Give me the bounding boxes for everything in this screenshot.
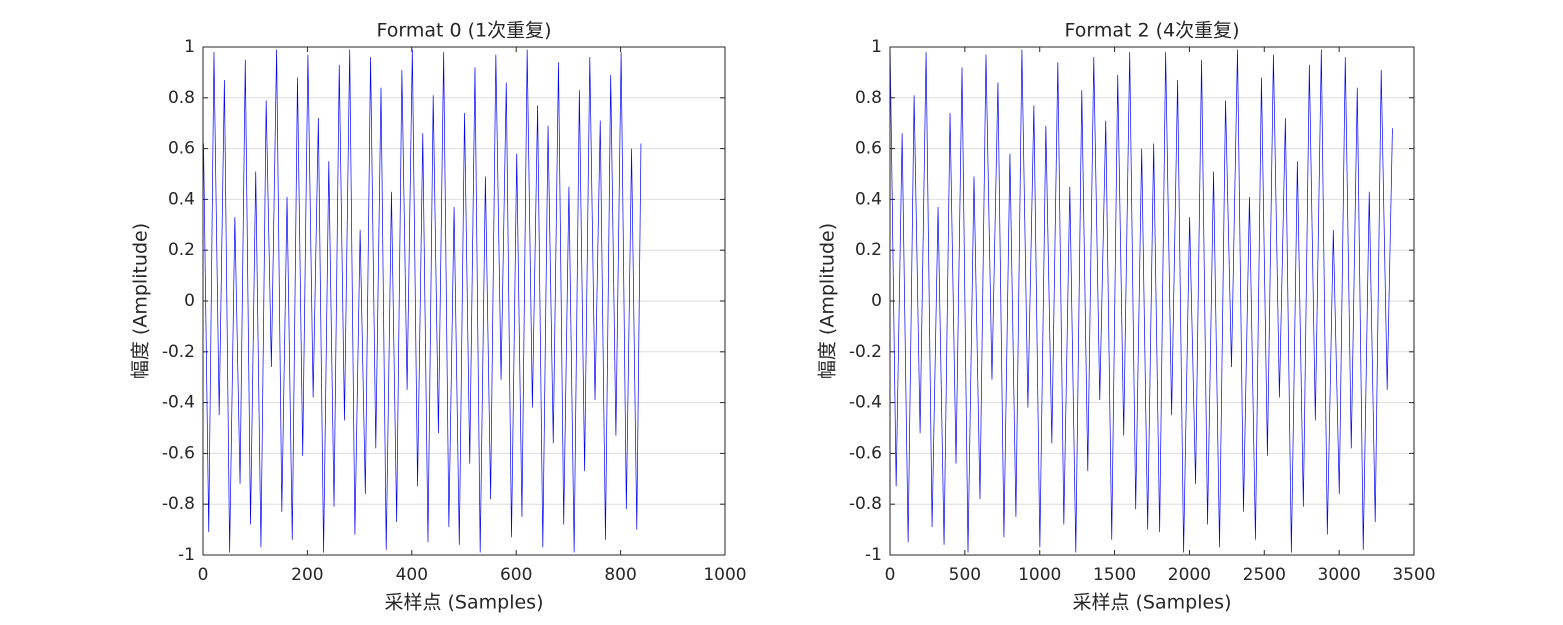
x-tick-label: 800	[604, 565, 636, 585]
y-tick-label: 0.6	[168, 139, 195, 159]
y-axis-label: 幅度 (Amplitude)	[130, 223, 152, 379]
y-tick-label: 0.2	[168, 240, 195, 260]
y-tick-label: 1	[184, 37, 195, 57]
y-tick-label: 0.4	[168, 189, 195, 209]
x-tick-label: 0	[198, 565, 209, 585]
x-tick-label: 200	[291, 565, 323, 585]
y-tick-label: -1	[865, 545, 882, 565]
y-tick-label: 1	[871, 37, 882, 57]
y-tick-label: 0.4	[855, 189, 882, 209]
x-tick-label: 400	[396, 565, 428, 585]
y-tick-label: -0.2	[162, 342, 195, 362]
y-tick-label: -0.8	[162, 494, 195, 514]
y-tick-label: 0.2	[855, 240, 882, 260]
y-tick-label: 0	[184, 291, 195, 311]
y-tick-label: -0.4	[162, 393, 195, 413]
signal-line	[889, 49, 1393, 553]
x-tick-label: 500	[949, 565, 981, 585]
y-tick-label: 0.8	[168, 88, 195, 108]
y-tick-label: -1	[178, 545, 195, 565]
x-tick-label: 2000	[1168, 565, 1211, 585]
axes-box	[889, 46, 1415, 556]
y-tick-label: 0.8	[855, 88, 882, 108]
y-tick-label: -0.6	[162, 443, 195, 463]
x-tick-label: 1000	[1018, 565, 1061, 585]
signal-line	[203, 49, 642, 553]
x-tick-label: 0	[885, 565, 896, 585]
x-tick-label: 600	[500, 565, 532, 585]
chart-title: Format 0 (1次重复)	[376, 20, 551, 42]
y-axis-label: 幅度 (Amplitude)	[817, 223, 839, 379]
x-axis-label: 采样点 (Samples)	[1072, 592, 1231, 614]
y-tick-label: 0.6	[855, 139, 882, 159]
x-tick-label: 3000	[1318, 565, 1361, 585]
y-tick-label: 0	[871, 291, 882, 311]
y-tick-label: -0.2	[849, 342, 882, 362]
y-tick-label: -0.8	[849, 494, 882, 514]
chart-title: Format 2 (4次重复)	[1064, 20, 1239, 42]
x-tick-label: 2500	[1243, 565, 1286, 585]
x-axis-label: 采样点 (Samples)	[384, 592, 543, 614]
y-tick-label: -0.6	[849, 443, 882, 463]
x-tick-label: 1000	[703, 565, 746, 585]
y-tick-label: -0.4	[849, 393, 882, 413]
x-tick-label: 3500	[1392, 565, 1435, 585]
x-tick-label: 1500	[1093, 565, 1136, 585]
axes-box	[202, 46, 726, 556]
